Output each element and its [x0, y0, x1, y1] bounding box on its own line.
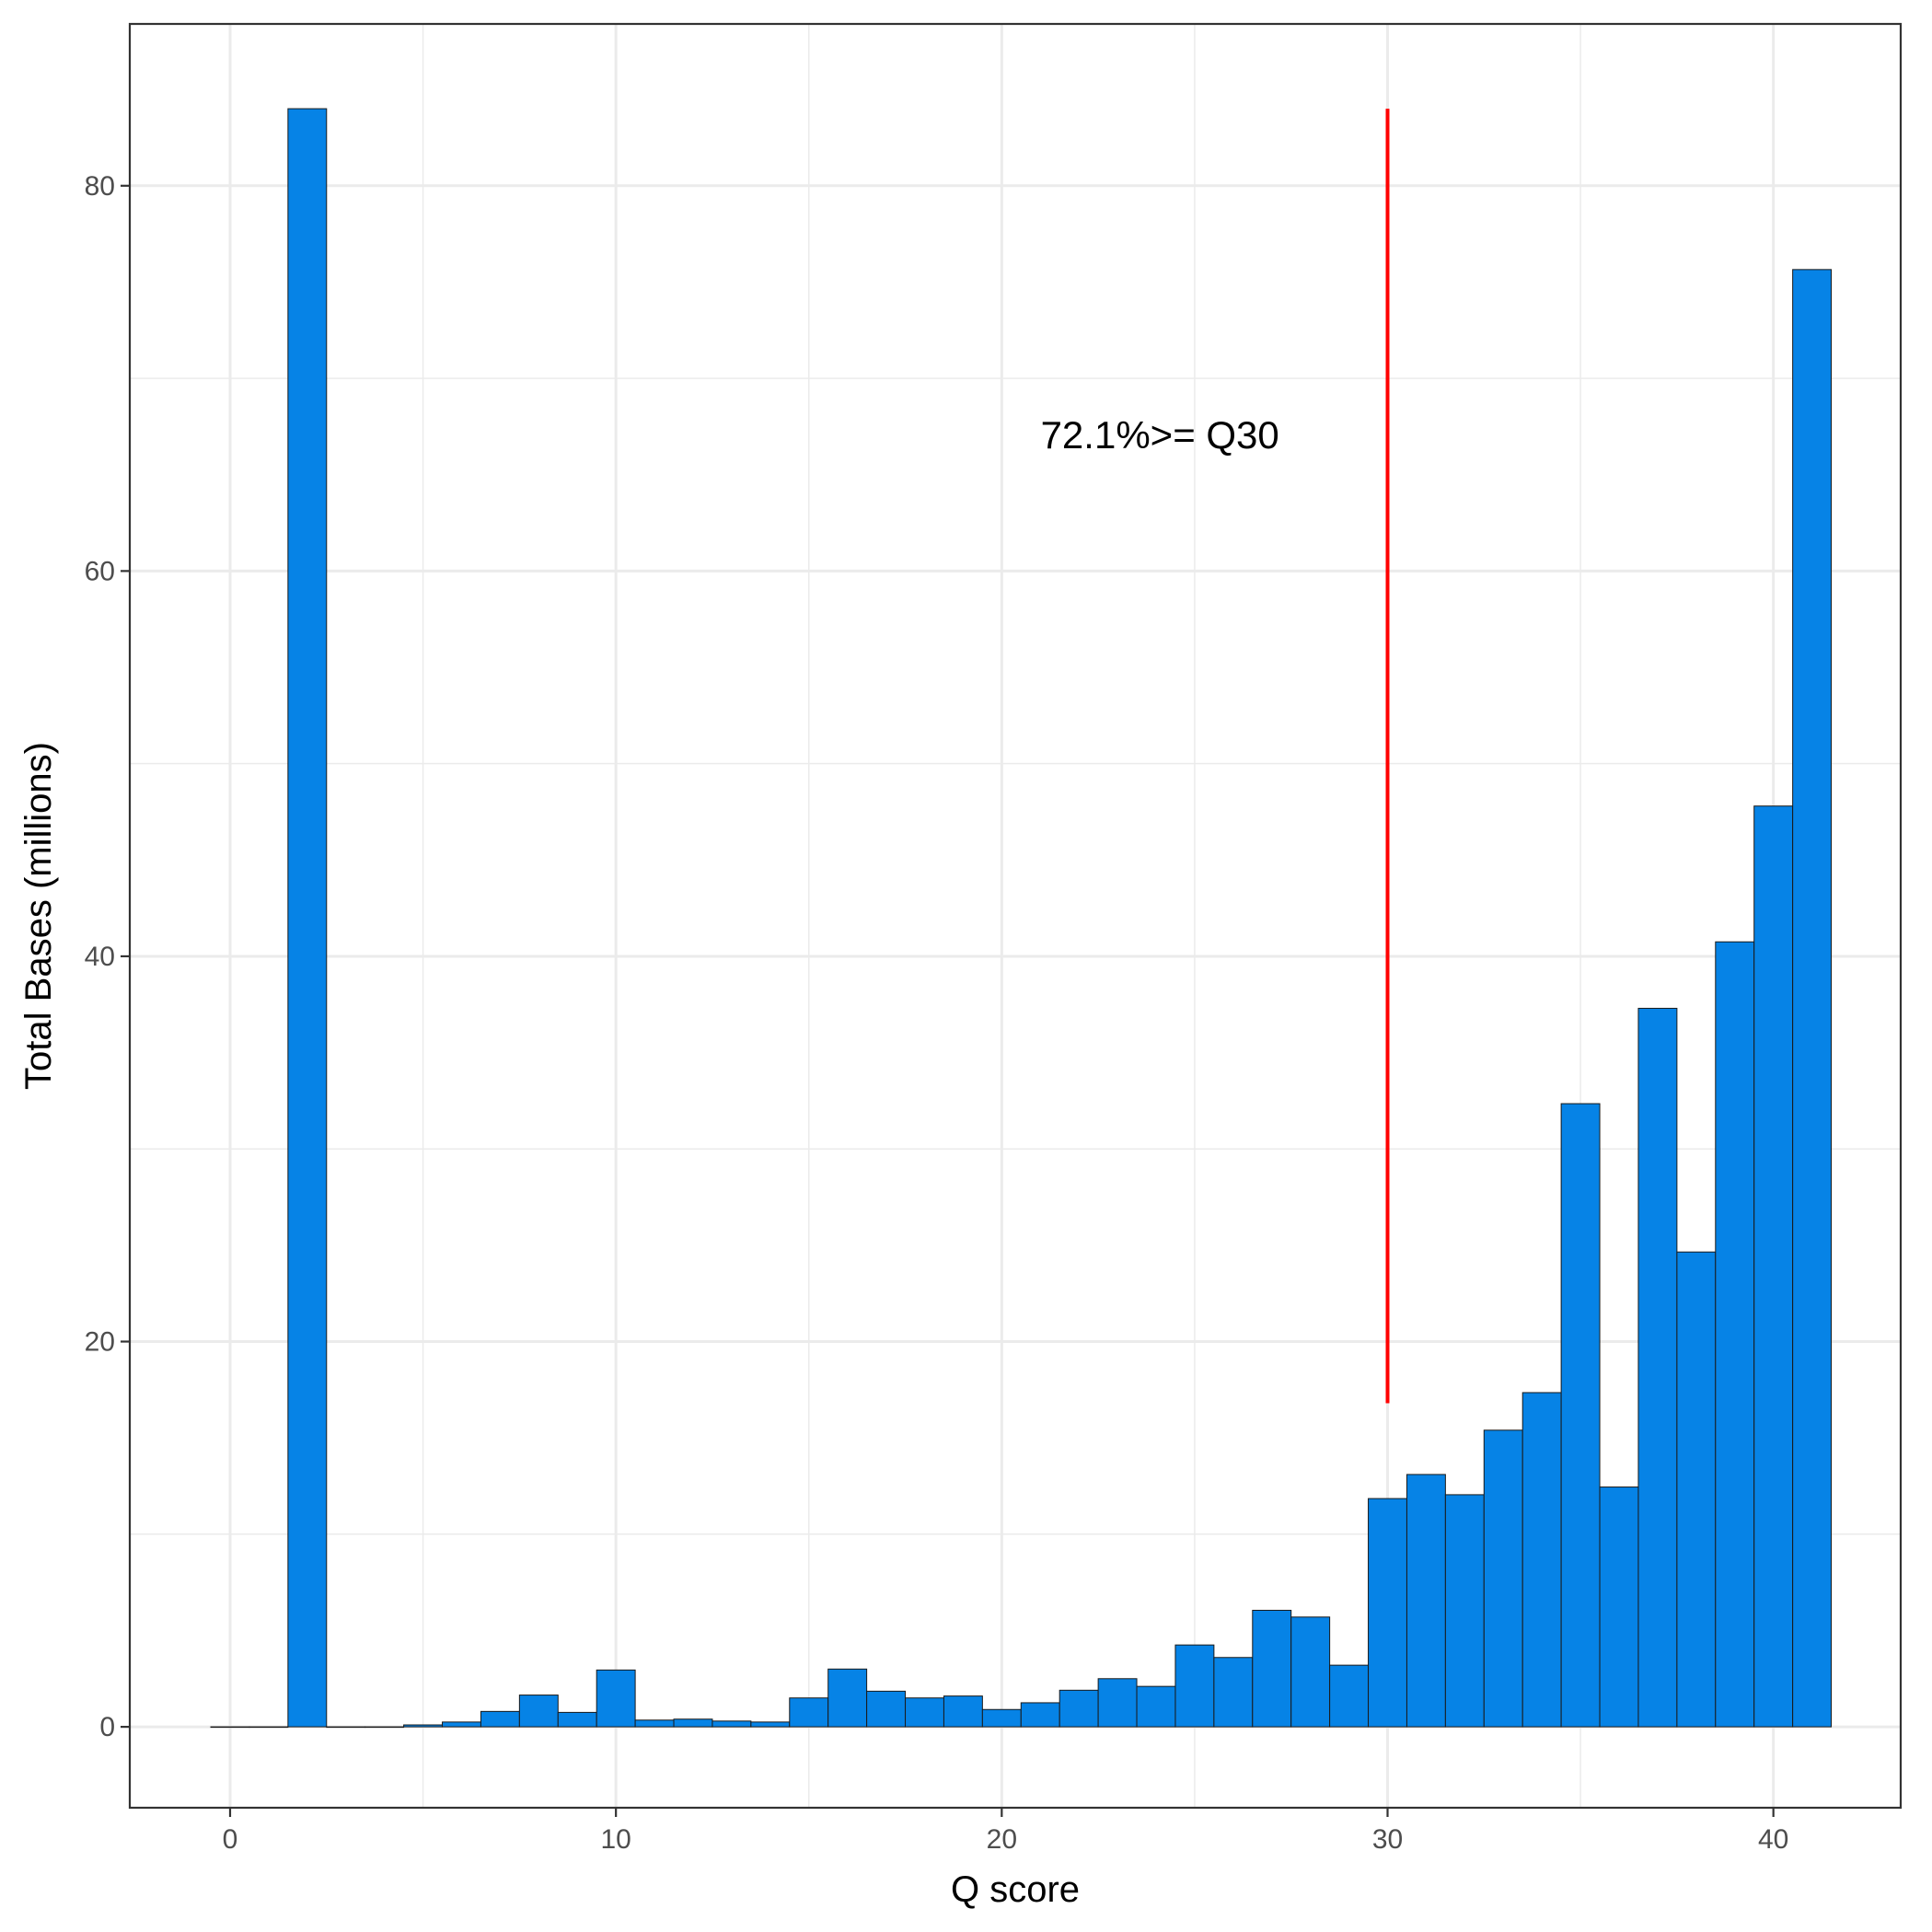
bar-q38: [1676, 1251, 1717, 1728]
x-axis-title: Q score: [951, 1869, 1080, 1910]
bar-q33: [1483, 1429, 1523, 1728]
bar-q8: [518, 1695, 559, 1728]
histogram-bars: [210, 108, 1833, 1729]
bar-q11: [634, 1719, 675, 1728]
bar-q6: [442, 1721, 481, 1728]
bar-q39: [1715, 941, 1755, 1728]
bar-q26: [1213, 1657, 1254, 1728]
bar-q5: [403, 1724, 444, 1728]
panel-border: [128, 22, 1903, 1810]
y-tick-label: 0: [99, 1712, 115, 1742]
bar-q13: [711, 1720, 752, 1728]
axis-ticks: 0 10 20 30 40 0 20 40 60 80: [85, 171, 1789, 1855]
y-tick-label: 40: [85, 942, 115, 972]
x-tick-label: 20: [987, 1824, 1017, 1855]
bar-q0: [210, 1726, 250, 1729]
bar-q35: [1560, 1103, 1601, 1728]
bar-q32: [1444, 1494, 1485, 1728]
bar-q18: [905, 1697, 944, 1728]
x-tick-label: 10: [600, 1824, 631, 1855]
q30-annotation: 72.1%>= Q30: [1041, 413, 1279, 457]
bar-q12: [673, 1718, 713, 1728]
bar-q14: [750, 1721, 791, 1728]
bar-q30: [1368, 1498, 1407, 1728]
bar-q28: [1290, 1616, 1331, 1728]
bar-q10: [596, 1669, 636, 1728]
x-tick-label: 40: [1758, 1824, 1788, 1855]
bar-q15: [789, 1697, 829, 1728]
bar-q23: [1097, 1678, 1138, 1728]
bar-q16: [827, 1668, 868, 1728]
y-tick-label: 80: [85, 171, 115, 202]
bar-q29: [1329, 1664, 1370, 1728]
bar-q37: [1637, 1007, 1678, 1728]
bar-q34: [1521, 1392, 1562, 1728]
bar-q3: [326, 1726, 366, 1729]
bar-q2: [287, 108, 328, 1728]
y-tick-label: 20: [85, 1327, 115, 1358]
bar-q41: [1792, 269, 1833, 1728]
bar-q1: [249, 1726, 289, 1729]
x-tick-label: 30: [1372, 1824, 1403, 1855]
y-axis-title: Total Bases (millions): [18, 742, 59, 1090]
bar-q4: [364, 1726, 405, 1729]
bar-q27: [1252, 1609, 1292, 1728]
bar-q9: [557, 1711, 597, 1728]
bar-q24: [1136, 1685, 1176, 1728]
bar-q7: [480, 1710, 520, 1728]
bar-q21: [1020, 1702, 1060, 1728]
bar-q22: [1059, 1689, 1099, 1728]
bar-q31: [1406, 1474, 1446, 1728]
x-tick-label: 0: [223, 1824, 238, 1855]
bar-q19: [943, 1695, 983, 1728]
bar-q36: [1599, 1487, 1639, 1728]
bar-q40: [1753, 805, 1794, 1728]
y-tick-label: 60: [85, 556, 115, 586]
bar-q25: [1174, 1644, 1215, 1728]
bar-q17: [866, 1690, 907, 1728]
bar-q20: [981, 1708, 1022, 1728]
